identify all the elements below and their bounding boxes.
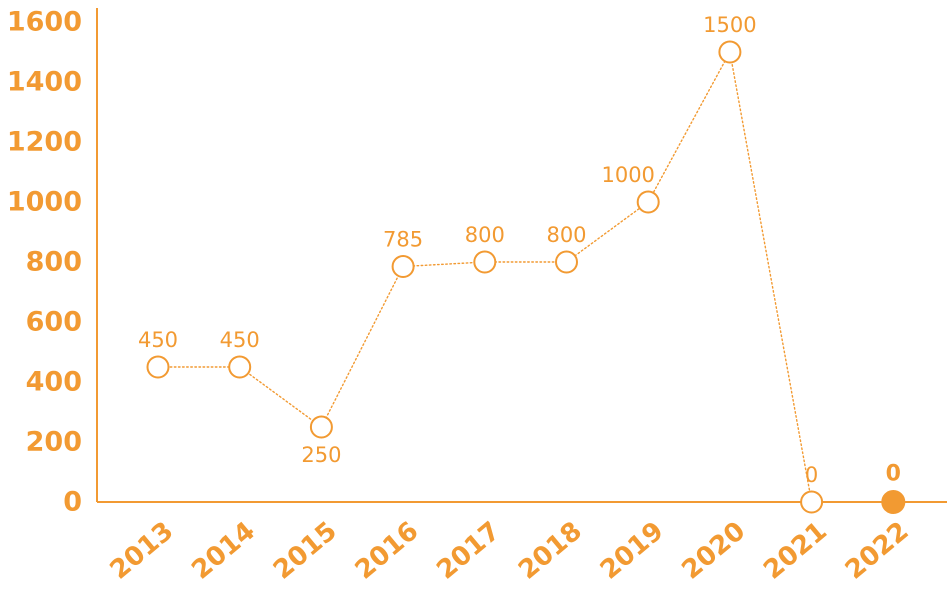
data-point-marker: [391, 255, 415, 278]
chart-axes: [96, 8, 947, 503]
data-point-marker: [718, 40, 742, 64]
data-point-marker: [555, 250, 578, 274]
x-tick-label: 2022: [840, 516, 915, 586]
x-tick-label: 2021: [758, 516, 833, 586]
data-label: 450: [220, 328, 260, 352]
y-tick-label: 200: [26, 427, 82, 458]
data-label: 1500: [703, 13, 756, 37]
y-tick-label: 1200: [7, 127, 82, 158]
x-tick-label: 2015: [268, 516, 343, 586]
data-label: 1000: [601, 163, 654, 187]
y-tick-label: 400: [26, 367, 82, 398]
data-point-marker: [636, 190, 660, 214]
data-point-marker: [309, 415, 333, 439]
data-labels: 450 450 250 785 800 800 1000 1500 0 0: [138, 13, 901, 487]
data-label: 450: [138, 328, 178, 352]
x-tick-label: 2017: [431, 516, 506, 586]
data-label: 800: [546, 223, 586, 247]
data-point-marker-highlighted: [881, 490, 906, 514]
y-tick-label: 800: [26, 247, 82, 278]
data-points: [146, 40, 906, 514]
data-point-marker: [800, 490, 824, 514]
y-tick-label: 1600: [7, 7, 82, 38]
data-label: 785: [383, 228, 423, 252]
y-tick-label: 600: [26, 307, 82, 338]
y-tick-label: 0: [63, 487, 82, 518]
data-point-marker: [473, 250, 497, 274]
x-tick-label: 2016: [350, 516, 425, 586]
y-tick-label: 1400: [7, 67, 82, 98]
x-tick-label: 2013: [105, 516, 180, 586]
x-tick-label: 2014: [186, 516, 261, 586]
x-tick-label: 2018: [513, 516, 588, 586]
data-label: 0: [805, 463, 818, 487]
y-tick-label: 1000: [7, 187, 82, 218]
data-point-marker: [228, 355, 252, 379]
data-point-marker: [146, 355, 170, 379]
x-tick-label: 2020: [676, 516, 751, 586]
series-polyline: [157, 49, 894, 503]
y-axis-ticks: 0 200 400 600 800 1000 1200 1400 1600: [7, 7, 82, 518]
x-tick-label: 2019: [595, 516, 670, 586]
series-line: [157, 49, 894, 503]
x-axis-ticks: 2013 2014 2015 2016 2017 2018 2019 2020 2021 2022: [105, 516, 915, 586]
data-label: 250: [301, 443, 341, 467]
data-label: 0: [886, 462, 901, 487]
data-label: 800: [465, 223, 505, 247]
